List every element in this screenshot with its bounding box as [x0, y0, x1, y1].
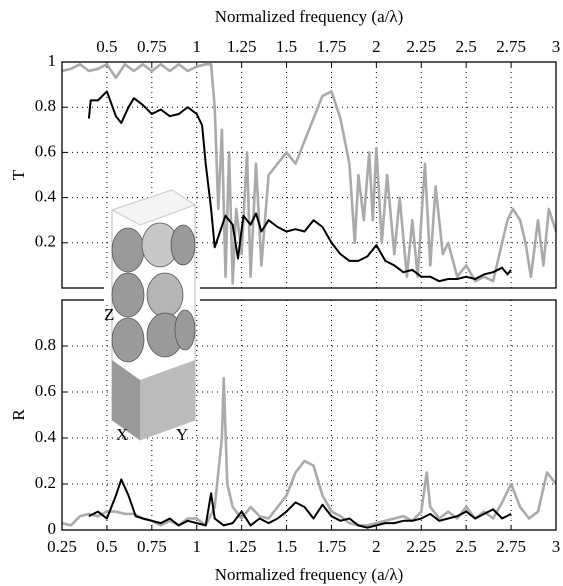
plot-frame [61, 61, 557, 289]
x-tick-label: 1.25 [227, 37, 257, 56]
x-tick-label: 3 [552, 37, 561, 56]
y-tick-label: 0.4 [35, 427, 57, 446]
x-tick-label: 0.5 [96, 37, 117, 56]
y-tick-label: 0.8 [35, 335, 56, 354]
inset-spheres [111, 222, 196, 363]
x-tick-label: 2.5 [456, 537, 477, 556]
series-line [61, 63, 558, 285]
y-axis-label: T [9, 169, 28, 180]
plot-frame [61, 299, 557, 531]
x-tick-label: 0.5 [96, 537, 117, 556]
x-tick-label: 2.25 [406, 537, 436, 556]
y-tick-label: 0 [48, 519, 57, 538]
x-tick-label: 2.75 [496, 37, 526, 56]
x-tick-label: 2.25 [406, 37, 436, 56]
inset-base-left [112, 360, 140, 440]
inset-top [110, 189, 197, 226]
x-tick-label: 2.5 [456, 37, 477, 56]
y-tick-label: 0.4 [35, 187, 57, 206]
x-tick-label: 1 [192, 537, 201, 556]
x-tick-label: 1 [192, 37, 201, 56]
y-axis-label: R [9, 409, 28, 421]
x-tick-label: 3 [552, 537, 561, 556]
inset-image: Z X Y [104, 189, 200, 444]
y-tick-label: 0.6 [35, 381, 56, 400]
series-line [87, 90, 512, 283]
y-tick-label: 0.6 [35, 141, 56, 160]
inset-base-right [140, 360, 195, 440]
x-tick-label: 0.25 [47, 537, 77, 556]
panels: 0.2 0.4 0.6 0.8 1 0.5 0.75 1 1.25 1.5 1.75 2 2.25 2.5… [9, 7, 560, 584]
inset-axis-label: Z [104, 305, 114, 324]
series-line [88, 478, 512, 529]
x-tick-label: 1.5 [276, 537, 297, 556]
x-tick-label: 2 [372, 37, 381, 56]
inset-axis-label: X [116, 425, 128, 444]
x-tick-label: 0.75 [137, 537, 167, 556]
x-tick-label: 0.75 [137, 37, 167, 56]
y-tick-label: 0.2 [35, 232, 56, 251]
x-tick-label: 1.5 [276, 37, 297, 56]
y-tick-label: 1 [48, 51, 57, 70]
x-axis-label: Normalized frequency (a/λ) [215, 7, 404, 26]
x-tick-label: 1.75 [317, 537, 347, 556]
x-tick-label: 2 [372, 537, 381, 556]
x-tick-label: 1.25 [227, 537, 257, 556]
x-axis-label: Normalized frequency (a/λ) [215, 565, 404, 584]
y-tick-label: 0.8 [35, 96, 56, 115]
y-tick-label: 0.2 [35, 473, 56, 492]
x-tick-label: 2.75 [496, 537, 526, 556]
x-tick-label: 1.75 [317, 37, 347, 56]
inset-axis-label: Y [176, 425, 188, 444]
